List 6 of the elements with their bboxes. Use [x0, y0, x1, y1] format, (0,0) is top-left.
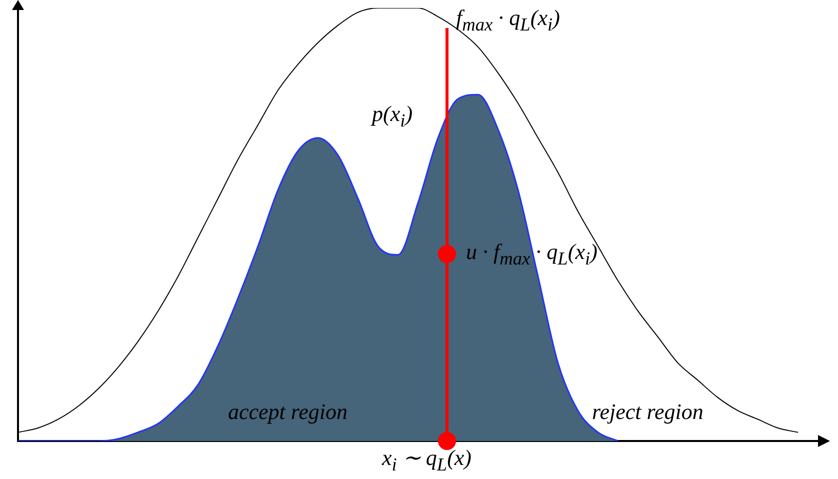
- annotation: p(x$_{i}$): [372, 101, 413, 131]
- text: x$_{i}$ ∼ q$_{L}$(x): [382, 445, 472, 475]
- annotation: reject region: [592, 399, 704, 424]
- annotation: u · f$_{max}$ · q$_{L}$(x$_{i}$): [466, 239, 598, 269]
- annotation: f$_{max}$ · q$_{L}$(x$_{i}$): [456, 5, 560, 35]
- annotation: accept region: [228, 399, 348, 424]
